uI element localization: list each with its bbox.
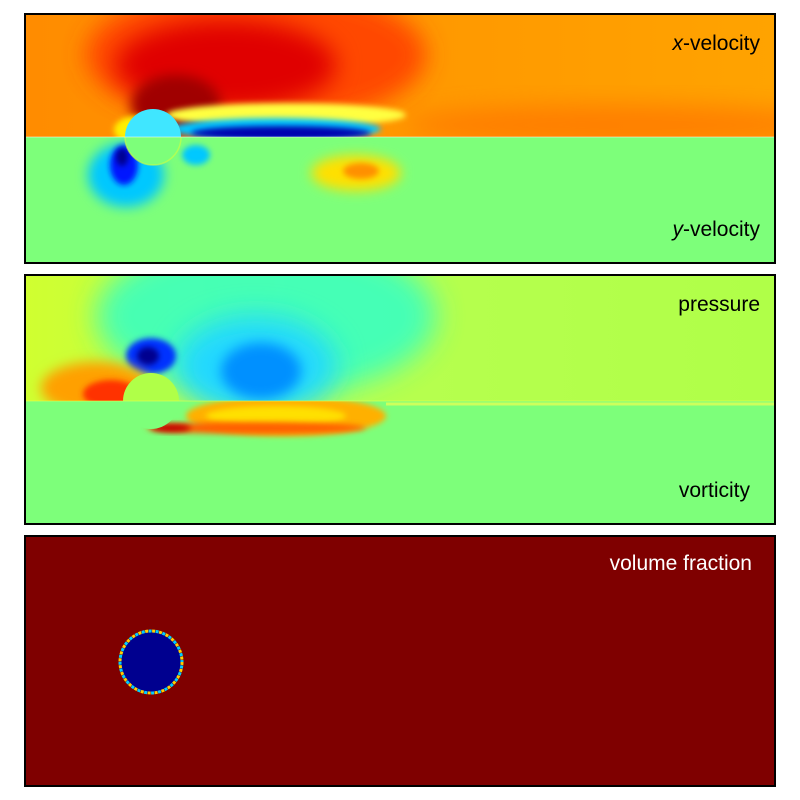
pressure-field bbox=[26, 276, 774, 401]
y-velocity-variable: y bbox=[672, 218, 683, 241]
x-velocity-label: x-velocity bbox=[672, 33, 760, 54]
x-velocity-variable: x bbox=[672, 32, 683, 55]
y-velocity-label: y-velocity bbox=[672, 219, 760, 240]
volume-fraction-field-plot bbox=[26, 537, 774, 785]
pressure-label: pressure bbox=[678, 293, 760, 316]
x-velocity-suffix: -velocity bbox=[682, 32, 760, 55]
vorticity-label: vorticity bbox=[678, 479, 750, 502]
vorticity-field bbox=[26, 401, 774, 523]
y-velocity-suffix: -velocity bbox=[682, 218, 760, 241]
y-velocity-field bbox=[26, 137, 774, 262]
pressure-vorticity-field-plot bbox=[26, 276, 774, 523]
pressure-vorticity-panel: pressure vorticity bbox=[24, 274, 776, 525]
velocity-field-plot bbox=[26, 15, 774, 262]
x-velocity-field bbox=[26, 15, 774, 137]
volume-fraction-label: volume fraction bbox=[609, 552, 752, 575]
volume-fraction-panel: volume fraction bbox=[24, 535, 776, 787]
velocity-panel: x-velocity y-velocity bbox=[24, 13, 776, 264]
cylinder-interface-ring-alt bbox=[118, 629, 184, 695]
solid-cylinder bbox=[120, 631, 182, 693]
